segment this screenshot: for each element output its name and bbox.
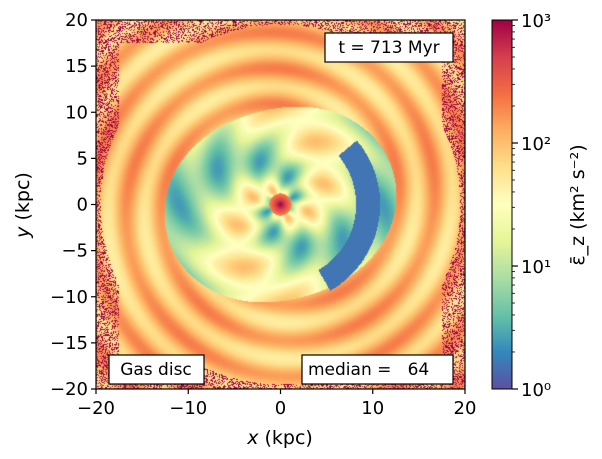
heatmap-canvas <box>96 20 465 389</box>
x-tick-label: 10 <box>361 398 384 419</box>
median-annotation: median = 64 <box>301 354 454 385</box>
heatmap-image-holder <box>96 20 465 389</box>
colorbar-tick-label: 10¹ <box>521 257 551 278</box>
x-axis: −20 −10 0 10 20 <box>77 389 476 419</box>
median-label: median = 64 <box>308 360 429 380</box>
y-axis-label: y (kpc) <box>12 172 34 239</box>
colorbar-tick-label: 10² <box>521 134 551 155</box>
x-tick-label: 0 <box>275 398 286 419</box>
y-axis: −20 −15 −10 −5 0 5 10 15 20 <box>50 10 96 400</box>
colorbar: 10⁰ 10¹ 10² 10³ ε̄_z (km² s⁻²) <box>491 11 589 401</box>
x-tick-label: −20 <box>77 398 115 419</box>
x-tick-label: 20 <box>454 398 477 419</box>
heatmap-panel <box>95 19 466 390</box>
y-tick-label: 20 <box>65 10 88 31</box>
y-tick-label: −10 <box>50 287 88 308</box>
y-tick-label: −15 <box>50 333 88 354</box>
y-tick-label: 15 <box>65 56 88 77</box>
y-tick-label: 10 <box>65 102 88 123</box>
colorbar-label: ε̄_z (km² s⁻²) <box>567 144 589 265</box>
colorbar-ticks: 10⁰ 10¹ 10² 10³ <box>512 11 551 401</box>
x-axis-label: x (kpc) <box>246 427 313 449</box>
component-label: Gas disc <box>120 360 192 380</box>
colorbar-tick-label: 10³ <box>521 11 551 32</box>
x-tick-label: −10 <box>169 398 207 419</box>
y-tick-label: −5 <box>61 241 88 262</box>
colorbar-bar <box>491 19 513 390</box>
time-label: t = 713 Myr <box>338 38 439 58</box>
time-annotation: t = 713 Myr <box>324 32 454 63</box>
y-tick-label: 0 <box>77 195 88 216</box>
colorbar-tick-label: 10⁰ <box>521 380 551 401</box>
y-tick-label: 5 <box>77 148 88 169</box>
y-tick-label: −20 <box>50 379 88 400</box>
component-annotation: Gas disc <box>108 354 205 385</box>
